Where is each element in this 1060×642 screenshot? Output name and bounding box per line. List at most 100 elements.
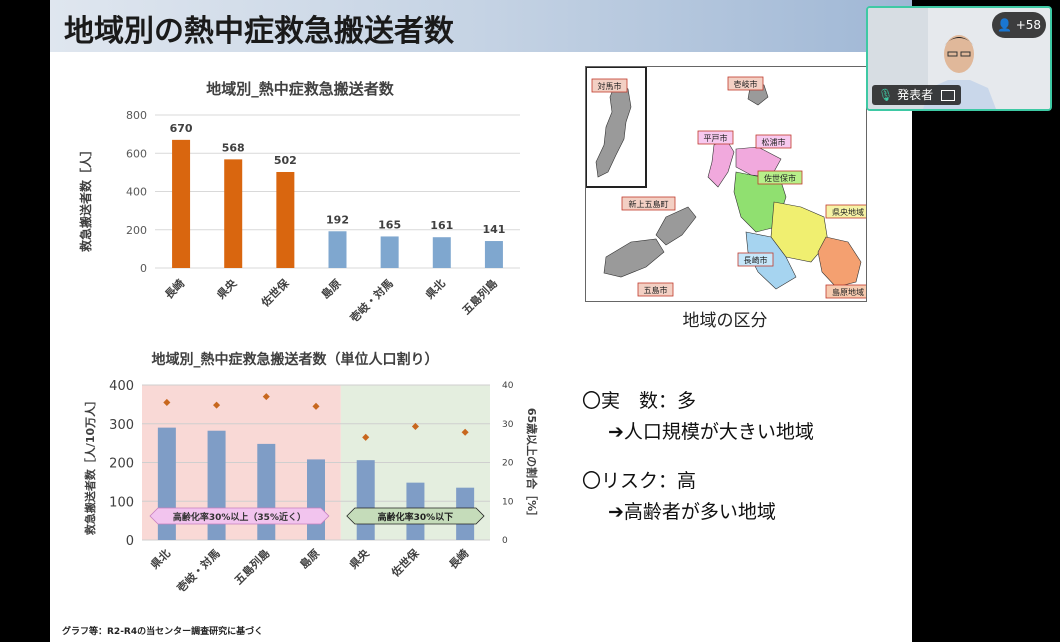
chart2-elderly-marker: [411, 422, 419, 430]
map-label-box: [621, 196, 676, 211]
bullet-risk: 〇リスク：高: [582, 470, 697, 492]
presenter-head: [944, 35, 974, 73]
bullet-count: 〇実 数：多: [582, 390, 697, 412]
chart1-ytick: 400: [126, 186, 147, 199]
map-region-label: 新上五島町: [629, 199, 669, 209]
band-high-label: 高齢化率30%以上（35%近く）: [173, 511, 306, 523]
chart1-data-label: 568: [222, 141, 245, 154]
chart2-category-label: 五島列島: [231, 546, 272, 587]
chart2-category-label: 長崎: [446, 546, 471, 571]
chart1-category-label: 五島列島: [459, 276, 500, 317]
slide: 地域別の熱中症救急搬送者数 地域別_熱中症救急搬送者数 0 200 400 600 80…: [50, 0, 912, 642]
map-label-box: [637, 282, 674, 297]
chart1-category-label: 島原: [318, 276, 343, 301]
goto-shape: [603, 238, 665, 278]
chart1-bar: [224, 159, 243, 268]
chart1-ylabel: 救急搬送者数［人］: [78, 144, 93, 252]
chart1-ytick: 600: [126, 147, 147, 160]
map-region-label: 平戸市: [704, 133, 728, 143]
hirado-shape: [707, 138, 735, 188]
title-band: 地域別の熱中症救急搬送者数: [50, 0, 912, 52]
chart1-data-label: 165: [378, 218, 401, 231]
chart2-category-label: 県北: [148, 546, 173, 571]
chart1-data-label: 502: [274, 154, 297, 167]
chart-transport-per-capita: 地域別_熱中症救急搬送者数（単位人口割り） 0 100 200 300 400 0 10 2…: [83, 351, 539, 595]
map-label-box: [755, 134, 792, 149]
bullet-count-detail: ➔人口規模が大きい地域: [608, 421, 814, 443]
chart2-title: 地域別_熱中症救急搬送者数（単位人口割り）: [152, 351, 439, 368]
chart1-data-label: 192: [326, 213, 349, 226]
chart1-ytick: 0: [140, 262, 147, 275]
chart1-bar: [432, 237, 451, 268]
map-region-label: 対馬市: [598, 81, 622, 91]
region-map: 対馬市 壱岐市 平戸市 松浦市 佐世保市 新上五島町 県央地域 長崎市 五島市 島原地域: [585, 66, 871, 302]
chart1-category-label: 佐世保: [258, 276, 293, 311]
slide-footnote: グラフ等：R2-R4の当センター調査研究に基づく: [62, 627, 264, 637]
chart1-category-label: 壱岐・対馬: [347, 276, 396, 325]
map-label-box: [757, 170, 803, 185]
chart2-elderly-marker: [312, 402, 320, 410]
chart2-category-label: 島原: [297, 546, 322, 571]
chart1-bar: [172, 139, 191, 268]
chart2-ytick: 300: [109, 418, 134, 433]
person-icon: 👤: [996, 18, 1012, 32]
chart1-bar: [484, 241, 503, 268]
presenter-name-tag: 🎙 発表者: [872, 85, 961, 105]
chart2-elderly-marker: [163, 398, 171, 406]
chart2-ytick: 200: [109, 457, 134, 472]
chart2-category-label: 県央: [346, 546, 372, 572]
chart1-data-label: 161: [430, 219, 453, 232]
chart1-category-label: 長崎: [162, 276, 187, 301]
chart2-ytick: 400: [109, 379, 134, 394]
chart1-ytick: 200: [126, 224, 147, 237]
map-region-label: 壱岐市: [734, 79, 758, 89]
presenter-video-tile[interactable]: 🎙 発表者 👤 +58: [866, 6, 1052, 111]
chart2-y2tick: 30: [502, 420, 514, 430]
chart2-y2tick: 40: [502, 381, 514, 391]
chart2-elderly-marker: [461, 428, 469, 436]
chart-transport-by-region: 地域別_熱中症救急搬送者数 0 200 400 600 800 670 568 502 192…: [78, 80, 520, 325]
tsushima-inset-frame: [585, 66, 647, 188]
chart1-data-label: 141: [482, 223, 505, 236]
chart2-elderly-marker: [213, 401, 221, 409]
chart2-category-label: 佐世保: [388, 546, 423, 581]
tsushima-shape: [595, 81, 632, 178]
chart1-ytick: 800: [126, 109, 147, 122]
map-label-box: [697, 130, 734, 145]
chart1-title: 地域別_熱中症救急搬送者数: [206, 80, 395, 98]
chart2-y2tick: 10: [502, 497, 514, 507]
chart2-y2label: 65歳以上の割合［%］: [525, 408, 539, 522]
chart2-y2tick: 20: [502, 459, 514, 469]
map-region-label: 松浦市: [762, 137, 786, 147]
map-label-box: [737, 252, 774, 267]
chart2-bar: [307, 459, 325, 540]
band-low-label: 高齢化率30%以下: [378, 511, 454, 523]
chart2-bar: [257, 443, 276, 540]
chart2-elderly-marker: [362, 433, 370, 441]
chart1-data-label: 670: [170, 122, 193, 135]
shimabara-shape: [817, 236, 862, 288]
map-region-label: 島原地域: [832, 287, 864, 297]
bullet-risk-detail: ➔高齢者が多い地域: [608, 501, 776, 523]
chart1-category-label: 県北: [422, 276, 447, 301]
chart2-category-label: 壱岐・対馬: [174, 546, 223, 595]
chart1-category-label: 県央: [214, 276, 240, 302]
chart2-y2tick: 0: [502, 536, 508, 546]
map-region-label: 佐世保市: [764, 173, 796, 183]
band-high-arrow: [149, 507, 330, 525]
conclusion-bullets: 〇実 数：多 ➔人口規模が大きい地域 〇リスク：高 ➔高齢者が多い地域: [582, 386, 814, 528]
map-region-label: 五島市: [644, 285, 668, 295]
participants-button[interactable]: 👤 +58: [992, 12, 1046, 38]
map-label-box: [727, 76, 764, 91]
screen-share-icon: [940, 90, 955, 101]
mic-icon: 🎙: [878, 88, 894, 102]
chart1-bar: [380, 236, 399, 268]
map-label-box: [591, 78, 628, 93]
chart1-bar: [276, 171, 295, 268]
chart2-ylabel: 救急搬送者数［人/10万人］: [83, 395, 97, 535]
map-caption: 地域の区分: [682, 311, 768, 331]
band-low-arrow: [346, 507, 485, 525]
chart2-ytick: 100: [109, 495, 134, 510]
shinkamigoto-shape: [655, 206, 697, 246]
